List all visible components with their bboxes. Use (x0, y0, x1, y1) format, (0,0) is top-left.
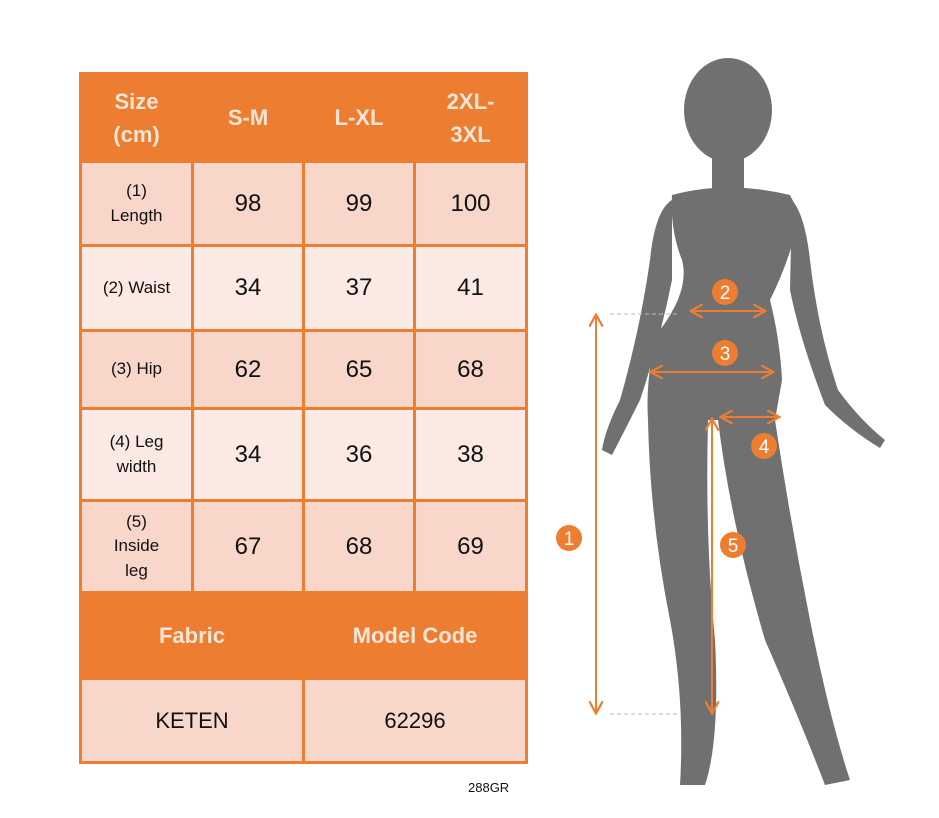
fabric-header: Fabric (79, 591, 305, 680)
markers: 1 2 3 4 5 (556, 279, 777, 558)
marker-3: 3 (720, 344, 731, 365)
header-size: Size (cm) (79, 72, 194, 163)
cell: 34 (191, 244, 305, 332)
cell: 62 (191, 329, 305, 410)
row-label: (3) Hip (79, 329, 194, 410)
cell: 38 (413, 407, 528, 502)
cell: 36 (302, 407, 416, 502)
header-2xl-3xl: 2XL- 3XL (413, 72, 528, 163)
table-row: (5) Inside leg 67 68 69 (79, 499, 528, 594)
measurement-lines (596, 311, 778, 714)
cell: 68 (302, 499, 416, 594)
model-code-header: Model Code (302, 591, 528, 680)
marker-4: 4 (759, 437, 770, 458)
table-row: (3) Hip 62 65 68 (79, 329, 528, 410)
header-row: Size (cm) S-M L-XL 2XL- 3XL (79, 72, 528, 163)
product-code: 288GR (468, 780, 510, 795)
body-silhouette-figure: 1 2 3 4 5 (556, 58, 885, 785)
marker-1: 1 (564, 529, 575, 550)
row-label: (5) Inside leg (79, 499, 194, 594)
footer-header-row: Fabric Model Code (79, 591, 528, 680)
size-table: Size (cm) S-M L-XL 2XL- 3XL (1) Length 9… (79, 72, 528, 764)
row-label: (4) Leg width (79, 407, 194, 502)
cell: 68 (413, 329, 528, 410)
table-row: (1) Length 98 99 100 (79, 160, 528, 247)
cell: 67 (191, 499, 305, 594)
cell: 41 (413, 244, 528, 332)
table-row: (4) Leg width 34 36 38 (79, 407, 528, 502)
cell: 100 (413, 160, 528, 247)
marker-2: 2 (720, 283, 731, 304)
header-s-m: S-M (191, 72, 305, 163)
footer-value-row: KETEN 62296 (79, 677, 528, 764)
cell: 37 (302, 244, 416, 332)
silhouette-icon (602, 58, 885, 785)
fabric-value: KETEN (79, 677, 305, 764)
model-code-value: 62296 (302, 677, 528, 764)
header-l-xl: L-XL (302, 72, 416, 163)
cell: 98 (191, 160, 305, 247)
cell: 65 (302, 329, 416, 410)
row-label: (2) Waist (79, 244, 194, 332)
cell: 99 (302, 160, 416, 247)
row-label: (1) Length (79, 160, 194, 247)
cell: 69 (413, 499, 528, 594)
table-row: (2) Waist 34 37 41 (79, 244, 528, 332)
marker-5: 5 (728, 536, 739, 557)
cell: 34 (191, 407, 305, 502)
